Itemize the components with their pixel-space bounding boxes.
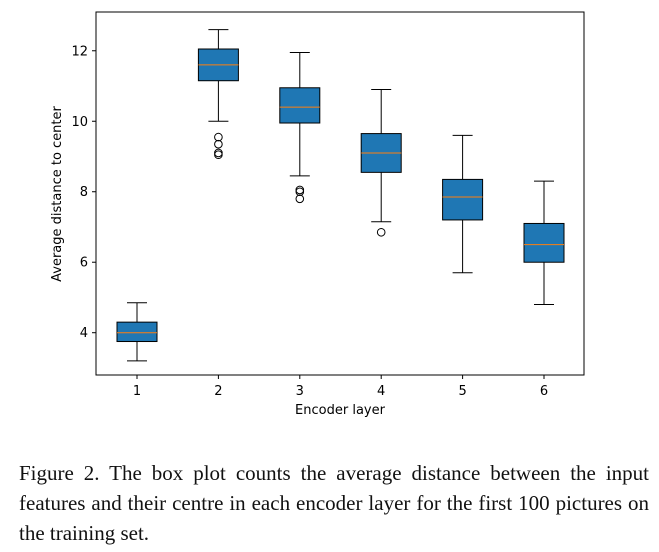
x-tick-label: 2	[214, 384, 222, 399]
box-body	[279, 87, 321, 124]
y-tick-label: 12	[71, 44, 88, 59]
outlier-point	[295, 185, 305, 195]
box-body	[116, 321, 158, 343]
box-body	[523, 222, 565, 263]
y-tick-label: 8	[80, 185, 88, 200]
x-axis-label: Encoder layer	[295, 403, 386, 418]
outlier-point	[376, 227, 386, 237]
figure-caption: Figure 2. The box plot counts the averag…	[19, 461, 649, 545]
x-tick-label: 5	[458, 384, 466, 399]
outlier-point	[295, 187, 305, 197]
x-tick-label: 4	[377, 384, 385, 399]
outlier-point	[214, 150, 223, 160]
outlier-point	[295, 194, 305, 204]
y-axis-label: Average distance to center	[50, 105, 65, 281]
x-tick-label: 3	[296, 384, 304, 399]
plot-frame	[95, 11, 585, 376]
box-body	[442, 178, 484, 221]
x-tick-label: 1	[133, 384, 141, 399]
x-tick-label: 6	[540, 384, 548, 399]
outlier-point	[214, 139, 223, 149]
outlier-point	[214, 132, 223, 142]
outlier-point	[214, 148, 223, 158]
y-tick-label: 4	[80, 326, 88, 341]
y-tick-label: 6	[80, 256, 88, 271]
y-tick-label: 10	[71, 115, 88, 130]
